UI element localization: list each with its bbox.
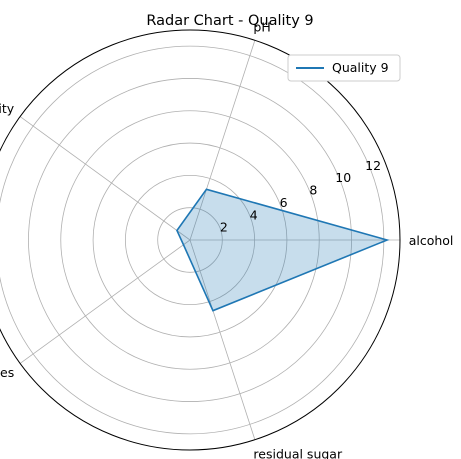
legend-box — [287, 54, 401, 82]
r-tick-label-10: 10 — [335, 170, 351, 185]
radar-grid — [0, 29, 401, 451]
category-label-alcohol: alcohol — [409, 233, 454, 248]
grid-circle-8 — [60, 110, 320, 370]
r-tick-label-4: 4 — [250, 207, 258, 222]
series-line-0 — [176, 188, 390, 312]
spoke-sulphates — [19, 239, 191, 364]
spoke-residual-sugar — [189, 239, 256, 440]
grid-circle-6 — [92, 142, 288, 338]
legend-label-quality-9: Quality 9 — [332, 60, 389, 75]
axis-labels: 2 4 6 8 10 12 alcohol pH density sulphates residua… — [0, 19, 453, 459]
series-layer — [176, 188, 390, 312]
grid-circle-2 — [157, 207, 223, 273]
spoke-pH — [189, 40, 256, 241]
spoke-density — [19, 116, 191, 241]
r-tick-label-2: 2 — [220, 220, 228, 235]
category-label-density: density — [0, 101, 15, 116]
legend: Quality 9 — [287, 54, 401, 82]
category-label-pH: pH — [253, 19, 270, 34]
r-tick-label-6: 6 — [280, 195, 288, 210]
grid-circle-10 — [28, 78, 352, 402]
chart-title: Radar Chart - Quality 9 — [146, 13, 313, 29]
polar-frame — [0, 29, 401, 451]
grid-circle-4 — [124, 174, 256, 306]
r-tick-label-8: 8 — [309, 183, 317, 198]
category-label-residual-sugar: residual sugar — [253, 447, 343, 459]
series-fill-0 — [176, 189, 388, 311]
r-tick-label-12: 12 — [365, 158, 381, 173]
grid-circle-12 — [0, 45, 385, 435]
category-label-sulphates: sulphates — [0, 365, 14, 380]
